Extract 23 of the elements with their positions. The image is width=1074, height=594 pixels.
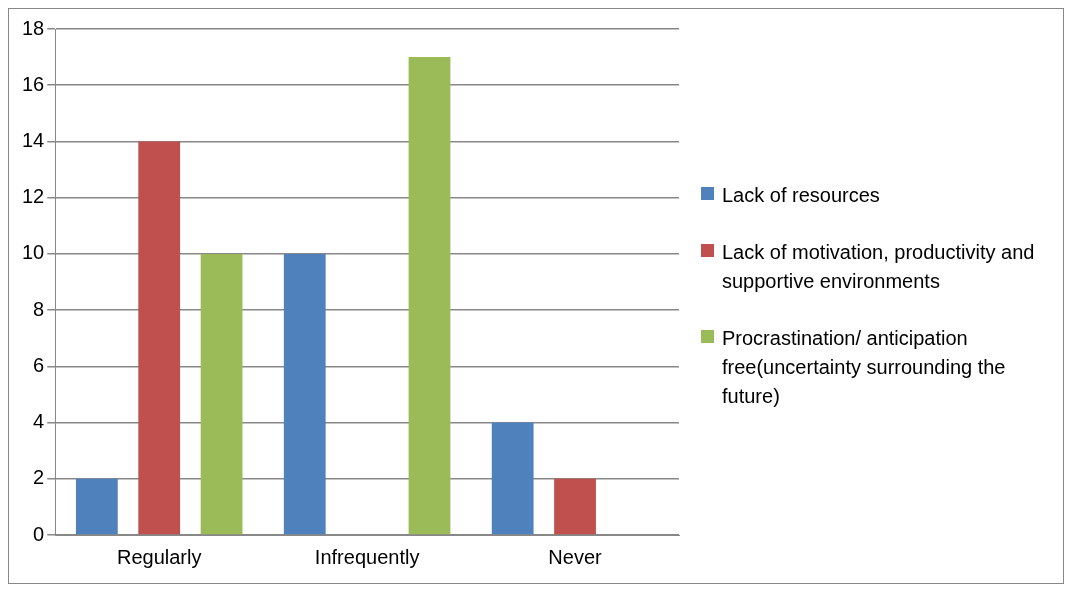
bar bbox=[554, 478, 596, 535]
x-tick-label: Never bbox=[548, 545, 603, 568]
y-tick-label: 4 bbox=[33, 410, 45, 433]
bar bbox=[408, 57, 451, 535]
bar bbox=[138, 141, 181, 535]
y-tick-label: 14 bbox=[22, 128, 45, 151]
legend-label: Procrastination/ anticipation free(uncertainty surrounding the future) bbox=[722, 326, 1007, 409]
bar bbox=[75, 478, 118, 535]
y-tick-label: 8 bbox=[33, 297, 45, 320]
y-tick-label: 2 bbox=[33, 466, 45, 489]
y-tick-label: 16 bbox=[22, 72, 45, 95]
x-tick-label: Regularly bbox=[116, 545, 202, 568]
bar bbox=[491, 422, 534, 535]
y-tick-label: 18 bbox=[22, 16, 45, 39]
legend-label: Lack of resources bbox=[722, 183, 880, 208]
y-tick-label: 0 bbox=[33, 522, 45, 545]
bar bbox=[283, 253, 326, 535]
x-tick-label: Infrequently bbox=[314, 545, 420, 568]
y-tick-label: 6 bbox=[33, 353, 45, 376]
y-tick-label: 10 bbox=[22, 241, 45, 264]
y-tick-label: 12 bbox=[22, 185, 45, 208]
legend-label: Lack of motivation, productivity and supportive environments bbox=[722, 240, 1036, 294]
bar bbox=[200, 253, 243, 535]
